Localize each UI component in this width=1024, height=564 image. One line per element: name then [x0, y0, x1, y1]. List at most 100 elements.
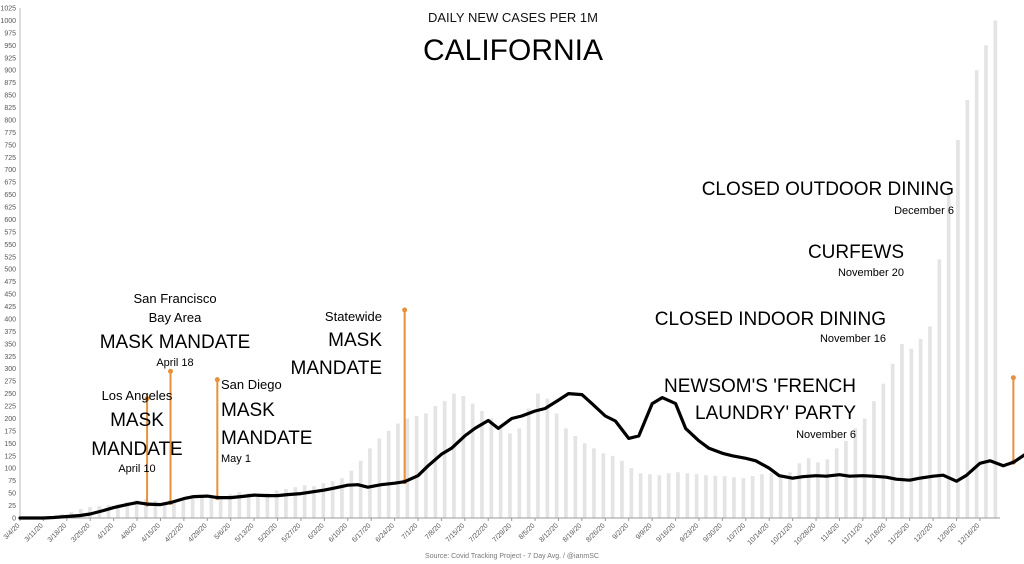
annotation-date: November 20: [838, 267, 904, 279]
daily-bar: [265, 493, 270, 518]
x-tick-label: 4/29/20: [187, 522, 209, 544]
daily-bar: [489, 418, 494, 518]
y-tick-label: 0: [12, 516, 16, 523]
daily-bar: [181, 498, 186, 518]
x-tick-label: 7/15/20: [445, 522, 467, 544]
daily-bar: [928, 326, 932, 518]
x-tick-label: 8/5/20: [518, 522, 537, 541]
y-tick-label: 1000: [0, 18, 16, 25]
y-tick-label: 475: [4, 279, 16, 286]
x-tick-label: 3/25/20: [70, 522, 92, 544]
daily-bar: [573, 435, 578, 518]
annotation-label: CURFEWS: [808, 242, 904, 263]
daily-bar: [816, 462, 820, 518]
daily-bar: [78, 509, 83, 518]
daily-bar: [937, 259, 942, 518]
x-tick-label: 6/17/20: [351, 522, 373, 544]
daily-bar: [125, 502, 130, 518]
annotation-label: San Francisco: [133, 291, 216, 306]
x-tick-label: 5/27/20: [281, 522, 303, 544]
daily-bar: [237, 492, 242, 518]
daily-bar: [134, 500, 139, 518]
y-tick-label: 50: [8, 491, 16, 498]
annotation-label: MANDATE: [91, 439, 182, 460]
x-tick-label: 10/21/20: [770, 522, 794, 546]
y-tick-label: 400: [4, 316, 16, 323]
annotation-marker-dot: [402, 307, 408, 313]
y-tick-label: 500: [4, 267, 16, 274]
daily-bar: [564, 428, 568, 518]
y-tick-label: 575: [4, 229, 16, 236]
x-tick-label: 11/25/20: [887, 522, 911, 546]
y-tick-label: 75: [8, 478, 16, 485]
daily-bar: [106, 505, 111, 518]
y-tick-label: 525: [4, 254, 16, 261]
x-tick-label: 5/13/20: [234, 522, 256, 544]
annotation-label: LAUNDRY' PARTY: [695, 403, 856, 424]
daily-bar: [284, 489, 288, 518]
daily-bar: [461, 396, 466, 518]
annotation-date: November 6: [796, 429, 856, 441]
y-tick-label: 25: [8, 503, 16, 510]
x-tick-label: 4/1/20: [96, 522, 115, 541]
x-tick-label: 11/18/20: [864, 522, 888, 546]
daily-bar: [732, 477, 736, 518]
annotation-labels: Los Angeles MASK MANDATE April 10 San Franci…: [91, 179, 954, 475]
daily-bars: [32, 20, 998, 519]
daily-bar: [190, 495, 195, 518]
annotation-label: MANDATE: [291, 358, 382, 379]
daily-bar: [676, 472, 680, 518]
y-tick-label: 225: [4, 404, 16, 411]
daily-bar: [666, 473, 671, 518]
daily-bar: [648, 474, 652, 518]
daily-bar: [946, 194, 951, 518]
daily-bar: [610, 455, 615, 518]
y-tick-label: 725: [4, 155, 16, 162]
daily-bar: [974, 70, 979, 518]
daily-bar: [993, 20, 998, 519]
daily-bar: [788, 472, 792, 518]
chart-title: CALIFORNIA: [423, 34, 603, 67]
x-tick-label: 8/26/20: [585, 522, 607, 544]
y-tick-label: 775: [4, 130, 16, 137]
daily-bar: [340, 478, 344, 518]
daily-bar: [918, 338, 923, 518]
y-tick-label: 425: [4, 304, 16, 311]
daily-bar: [778, 475, 783, 518]
daily-bar: [312, 486, 316, 518]
daily-bar: [750, 476, 755, 518]
y-tick-label: 350: [4, 341, 16, 348]
y-tick-label: 800: [4, 117, 16, 124]
daily-bar: [377, 438, 382, 518]
y-tick-label: 650: [4, 192, 16, 199]
y-tick-label: 675: [4, 180, 16, 187]
daily-bar: [620, 460, 624, 518]
daily-bar: [797, 463, 802, 518]
annotation-date: April 10: [118, 463, 155, 475]
y-tick-label: 925: [4, 55, 16, 62]
daily-bar: [834, 448, 839, 518]
x-tick-label: 11/11/20: [841, 522, 865, 546]
daily-bar: [629, 468, 634, 518]
x-tick-label: 10/7/20: [726, 522, 748, 544]
x-tick-label: 7/1/20: [401, 522, 420, 541]
daily-bar: [162, 503, 167, 518]
x-tick-label: 6/10/20: [328, 522, 350, 544]
x-tick-label: 6/3/20: [307, 522, 326, 541]
daily-bar: [713, 475, 718, 518]
y-tick-label: 275: [4, 379, 16, 386]
daily-bar: [480, 411, 484, 518]
daily-bar: [844, 440, 848, 518]
annotation-label: CLOSED OUTDOOR DINING: [702, 179, 954, 200]
daily-bar: [965, 100, 970, 518]
annotation-lines: [144, 307, 1016, 507]
daily-bar: [209, 497, 214, 518]
y-tick-label: 975: [4, 30, 16, 37]
x-tick-label: 6/24/20: [375, 522, 397, 544]
daily-bar: [545, 398, 550, 518]
x-tick-label: 12/9/20: [936, 522, 958, 544]
y-tick-label: 375: [4, 329, 16, 336]
daily-bar: [582, 443, 587, 518]
annotation-date: April 18: [156, 357, 193, 369]
